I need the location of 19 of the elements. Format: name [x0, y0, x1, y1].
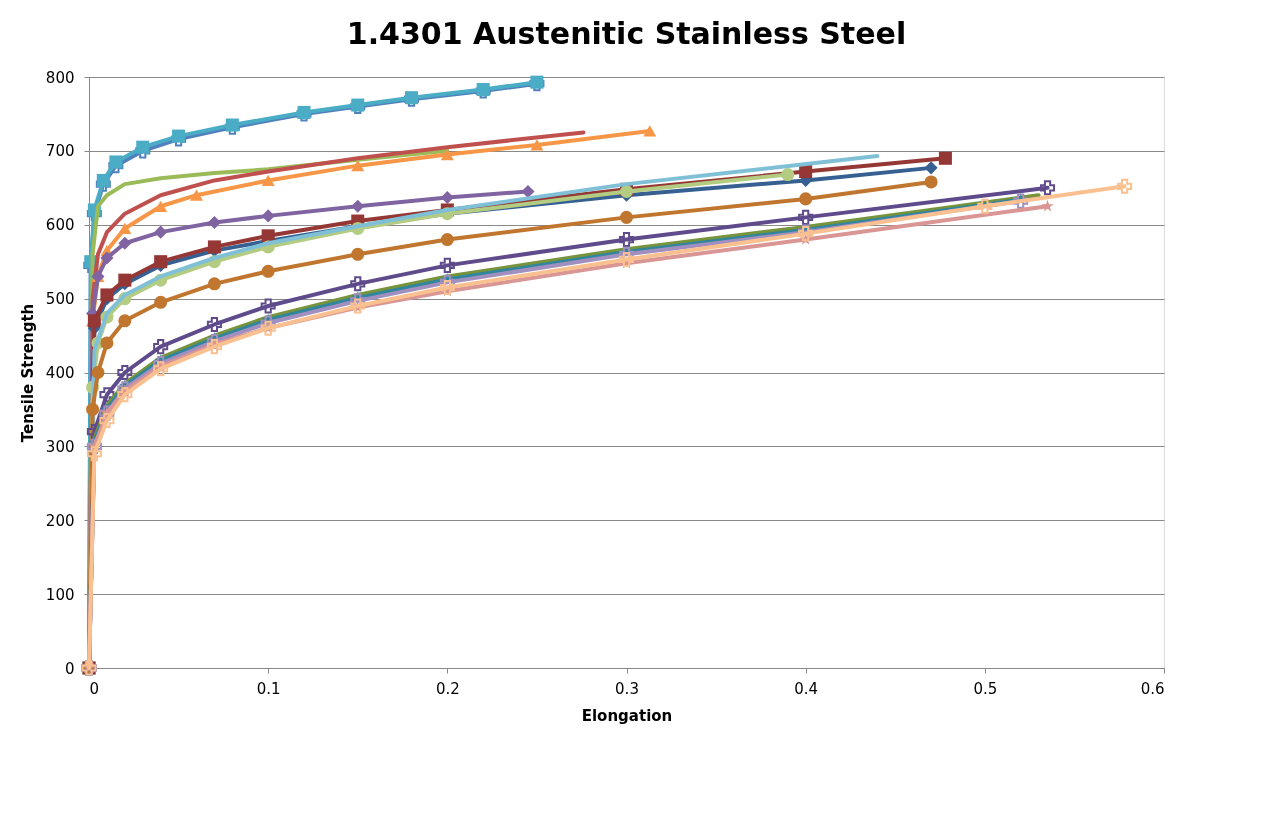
y-tick-label: 700 [45, 142, 75, 161]
x-tick-label: 0.3 [615, 679, 639, 698]
x-tick-label: 0.2 [435, 679, 460, 698]
y-axis-title: Tensile Strength [18, 303, 37, 443]
chart-title: 1.4301 Austenitic Stainless Steel [346, 16, 907, 51]
x-tick-label: 0.1 [256, 679, 281, 698]
x-tick-label: 0.5 [973, 679, 998, 698]
x-tick-label: 0.4 [794, 679, 819, 698]
y-tick-label: 800 [45, 68, 75, 87]
y-tick-label: 300 [45, 437, 75, 456]
y-tick-label: 200 [45, 511, 75, 530]
y-tick-label: 100 [45, 585, 75, 604]
y-tick-label: 600 [45, 216, 75, 235]
x-axis-title: Elongation [581, 706, 673, 725]
y-tick-label: 0 [64, 659, 75, 678]
y-tick-label: 500 [45, 290, 75, 309]
x-tick-label: 0 [89, 679, 100, 698]
x-tick-label: 0.6 [1140, 679, 1165, 698]
y-tick-label: 400 [45, 364, 75, 382]
